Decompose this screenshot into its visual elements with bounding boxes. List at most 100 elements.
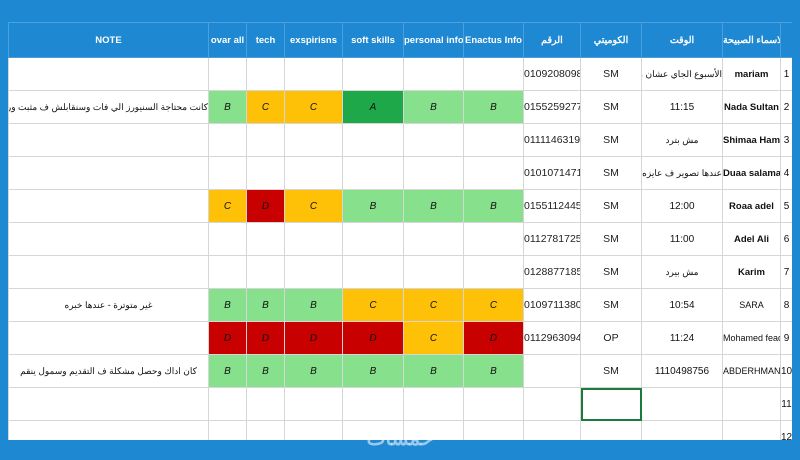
name-cell[interactable]: ABDERHMAN SHARAN — [722, 354, 781, 388]
experience-grade-cell[interactable] — [284, 255, 343, 289]
time-cell[interactable]: 1110498756 — [641, 354, 723, 388]
committee-cell[interactable]: SM — [580, 90, 642, 124]
committee-cell[interactable] — [580, 420, 642, 440]
personal-info-grade-cell[interactable] — [403, 222, 464, 256]
phone-cell[interactable]: 01092080985 — [523, 57, 581, 91]
time-cell[interactable] — [641, 387, 723, 421]
enactus-info-grade-cell[interactable] — [463, 420, 524, 440]
committee-cell[interactable]: SM — [580, 255, 642, 289]
overall-grade-cell[interactable]: B — [208, 288, 247, 322]
time-cell[interactable]: عندها تصوير ف عايزه ميعاد تاني — [641, 156, 723, 190]
enactus-info-grade-cell[interactable] — [463, 222, 524, 256]
header-name[interactable]: الاسماء الصبيحة — [722, 22, 781, 58]
soft-skills-grade-cell[interactable] — [342, 57, 404, 91]
note-cell[interactable] — [8, 420, 209, 440]
soft-skills-grade-cell[interactable]: D — [342, 321, 404, 355]
tech-grade-cell[interactable] — [246, 57, 285, 91]
tech-grade-cell[interactable] — [246, 420, 285, 440]
tech-grade-cell[interactable]: D — [246, 189, 285, 223]
name-cell[interactable] — [722, 387, 781, 421]
header-phone[interactable]: الرقم — [523, 22, 581, 58]
soft-skills-grade-cell[interactable] — [342, 255, 404, 289]
enactus-info-grade-cell[interactable] — [463, 387, 524, 421]
overall-grade-cell[interactable] — [208, 420, 247, 440]
enactus-info-grade-cell[interactable] — [463, 123, 524, 157]
personal-info-grade-cell[interactable]: B — [403, 189, 464, 223]
experience-grade-cell[interactable]: C — [284, 90, 343, 124]
committee-cell[interactable]: SM — [580, 222, 642, 256]
tech-grade-cell[interactable] — [246, 255, 285, 289]
header-committee[interactable]: الكوميتي — [580, 22, 642, 58]
tech-grade-cell[interactable] — [246, 387, 285, 421]
note-cell[interactable] — [8, 387, 209, 421]
personal-info-grade-cell[interactable] — [403, 57, 464, 91]
note-cell[interactable] — [8, 222, 209, 256]
name-cell[interactable]: Shimaa Hamdy — [722, 123, 781, 157]
soft-skills-grade-cell[interactable] — [342, 123, 404, 157]
phone-cell[interactable] — [523, 387, 581, 421]
committee-cell[interactable]: SM — [580, 156, 642, 190]
header-enactus-info[interactable]: Enactus Info — [463, 22, 524, 58]
note-cell[interactable] — [8, 321, 209, 355]
tech-grade-cell[interactable] — [246, 123, 285, 157]
experience-grade-cell[interactable] — [284, 387, 343, 421]
tech-grade-cell[interactable] — [246, 222, 285, 256]
enactus-info-grade-cell[interactable]: D — [463, 321, 524, 355]
personal-info-grade-cell[interactable]: C — [403, 288, 464, 322]
phone-cell[interactable]: 01127817255 — [523, 222, 581, 256]
time-cell[interactable]: مش بيرد — [641, 255, 723, 289]
header-overall[interactable]: ovar all — [208, 22, 247, 58]
soft-skills-grade-cell[interactable]: C — [342, 288, 404, 322]
personal-info-grade-cell[interactable]: B — [403, 90, 464, 124]
overall-grade-cell[interactable] — [208, 123, 247, 157]
overall-grade-cell[interactable]: C — [208, 189, 247, 223]
phone-cell[interactable]: 01111463190 — [523, 123, 581, 157]
overall-grade-cell[interactable]: B — [208, 354, 247, 388]
overall-grade-cell[interactable] — [208, 222, 247, 256]
name-cell[interactable]: Duaa salama — [722, 156, 781, 190]
time-cell[interactable]: مش بترد — [641, 123, 723, 157]
personal-info-grade-cell[interactable] — [403, 255, 464, 289]
name-cell[interactable]: Roaa adel — [722, 189, 781, 223]
header-experience[interactable]: exspirisns — [284, 22, 343, 58]
overall-grade-cell[interactable]: D — [208, 321, 247, 355]
name-cell[interactable] — [722, 420, 781, 440]
personal-info-grade-cell[interactable] — [403, 387, 464, 421]
tech-grade-cell[interactable]: B — [246, 354, 285, 388]
note-cell[interactable] — [8, 156, 209, 190]
enactus-info-grade-cell[interactable] — [463, 57, 524, 91]
name-cell[interactable]: mariam — [722, 57, 781, 91]
committee-cell[interactable] — [580, 387, 642, 421]
note-cell[interactable]: كانت محتاجة السنيورز الي فات وسنقابلش ف … — [8, 90, 209, 124]
personal-info-grade-cell[interactable]: B — [403, 354, 464, 388]
name-cell[interactable]: Adel Ali — [722, 222, 781, 256]
personal-info-grade-cell[interactable]: C — [403, 321, 464, 355]
note-cell[interactable]: غير متوترة - عندها خبره — [8, 288, 209, 322]
experience-grade-cell[interactable] — [284, 123, 343, 157]
soft-skills-grade-cell[interactable] — [342, 156, 404, 190]
tech-grade-cell[interactable]: B — [246, 288, 285, 322]
experience-grade-cell[interactable] — [284, 57, 343, 91]
header-personal-info[interactable]: personal info — [403, 22, 464, 58]
soft-skills-grade-cell[interactable] — [342, 387, 404, 421]
header-note[interactable]: NOTE — [8, 22, 209, 58]
name-cell[interactable]: Karim — [722, 255, 781, 289]
note-cell[interactable] — [8, 255, 209, 289]
enactus-info-grade-cell[interactable]: C — [463, 288, 524, 322]
phone-cell[interactable]: 01010714710 — [523, 156, 581, 190]
phone-cell[interactable]: 01288771857 — [523, 255, 581, 289]
phone-cell[interactable]: 01552592776 — [523, 90, 581, 124]
time-cell[interactable]: 10:54 — [641, 288, 723, 322]
phone-cell[interactable]: 01129630940 — [523, 321, 581, 355]
overall-grade-cell[interactable] — [208, 387, 247, 421]
personal-info-grade-cell[interactable] — [403, 420, 464, 440]
time-cell[interactable]: 12:00 — [641, 189, 723, 223]
soft-skills-grade-cell[interactable]: B — [342, 354, 404, 388]
overall-grade-cell[interactable]: B — [208, 90, 247, 124]
experience-grade-cell[interactable]: C — [284, 189, 343, 223]
committee-cell[interactable]: SM — [580, 57, 642, 91]
phone-cell[interactable] — [523, 420, 581, 440]
overall-grade-cell[interactable] — [208, 57, 247, 91]
name-cell[interactable]: Nada Sultan — [722, 90, 781, 124]
header-tech[interactable]: tech — [246, 22, 285, 58]
